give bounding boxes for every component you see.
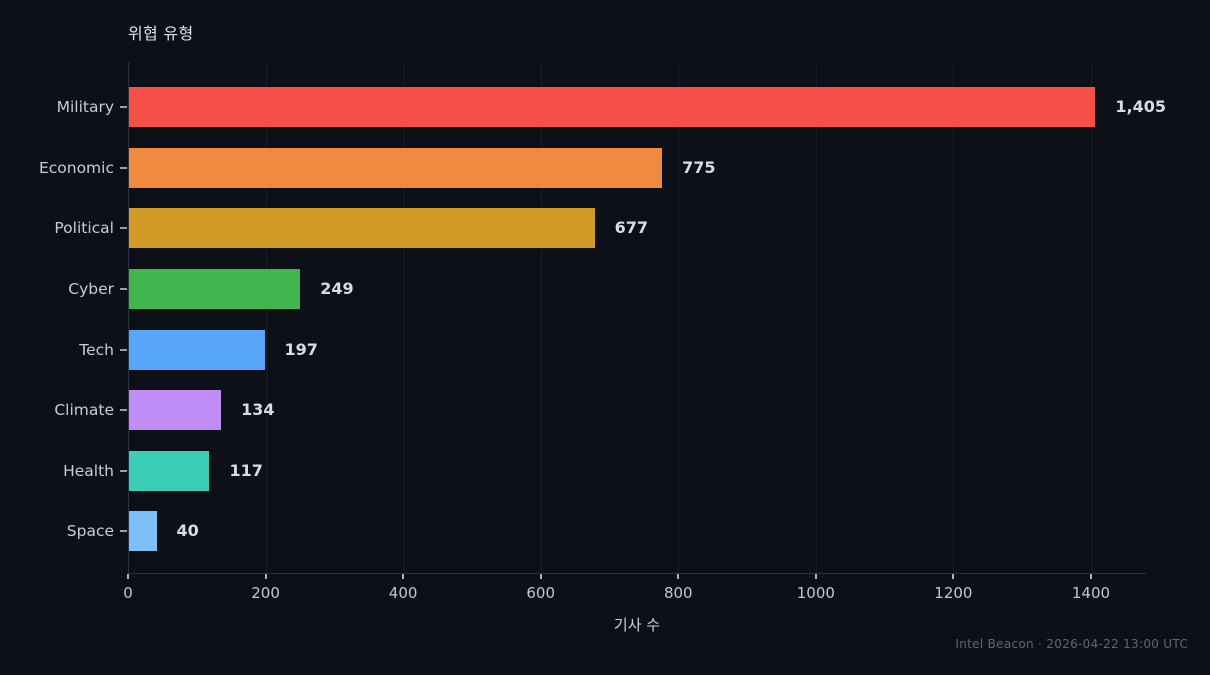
category-label: Climate	[54, 401, 114, 420]
x-tick-label: 400	[388, 584, 418, 602]
category-label: Cyber	[68, 279, 114, 298]
x-tick-mark	[952, 574, 955, 579]
x-tick-label: 1200	[934, 584, 973, 602]
y-tick-mark	[120, 409, 127, 412]
source-timestamp-note: Intel Beacon · 2026-04-22 13:00 UTC	[955, 637, 1188, 651]
bar-value-label: 677	[614, 218, 649, 238]
bar-value-label: 134	[241, 400, 275, 420]
category-label: Space	[66, 522, 114, 541]
x-tick-mark	[814, 574, 817, 579]
gridline	[678, 62, 680, 573]
x-tick-mark	[677, 574, 680, 579]
x-tick-label: 800	[663, 584, 693, 602]
x-tick-label: 200	[251, 584, 280, 602]
x-tick-label: 1000	[796, 584, 835, 602]
gridline	[1090, 62, 1092, 573]
chart-title: 위협 유형	[128, 24, 194, 43]
gridline	[403, 62, 405, 573]
bar-value-label: 197	[284, 339, 318, 359]
gridline	[953, 62, 955, 573]
x-tick-label: 0	[123, 584, 133, 602]
y-tick-mark	[120, 287, 127, 290]
x-tick-mark	[264, 574, 267, 579]
x-axis-title: 기사 수	[613, 616, 661, 634]
x-axis-spine	[128, 573, 1146, 574]
bar-value-label: 1,405	[1115, 97, 1167, 116]
x-tick-mark	[539, 574, 542, 579]
y-tick-mark	[120, 166, 127, 169]
plot-area: 1,405 775 677 249 197 134 117 40	[128, 62, 1166, 574]
y-tick-mark	[120, 530, 127, 533]
bar-value-label: 249	[320, 278, 354, 298]
bar-climate	[129, 390, 222, 431]
x-tick-mark	[127, 574, 129, 579]
category-label: Political	[54, 219, 114, 238]
category-label: Military	[56, 98, 114, 116]
y-tick-mark	[120, 106, 127, 108]
bar-value-label: 775	[682, 157, 716, 177]
gridline	[265, 62, 267, 573]
category-label: Tech	[79, 340, 114, 359]
x-tick-label: 600	[526, 584, 555, 602]
bar-space	[129, 511, 157, 552]
gridline	[815, 62, 817, 573]
y-axis-spine	[128, 62, 129, 573]
x-tick-mark	[1089, 574, 1092, 579]
gridline	[540, 62, 542, 573]
bar-value-label: 117	[229, 460, 263, 480]
category-label: Economic	[38, 158, 114, 177]
y-tick-mark	[120, 348, 127, 351]
bar-economic	[129, 147, 663, 188]
bar-health	[129, 450, 210, 491]
bar-cyber	[129, 268, 301, 309]
x-tick-label: 1400	[1071, 584, 1111, 602]
bar-tech	[129, 329, 265, 370]
bar-military	[129, 87, 1096, 127]
y-tick-mark	[120, 469, 127, 472]
bar-value-label: 40	[176, 521, 199, 541]
y-tick-mark	[120, 227, 127, 230]
bar-political	[129, 208, 595, 249]
x-tick-mark	[402, 574, 405, 579]
category-label: Health	[63, 461, 114, 480]
y-axis-labels: Military Economic Political Cyber Tech Climat…	[0, 0, 114, 675]
